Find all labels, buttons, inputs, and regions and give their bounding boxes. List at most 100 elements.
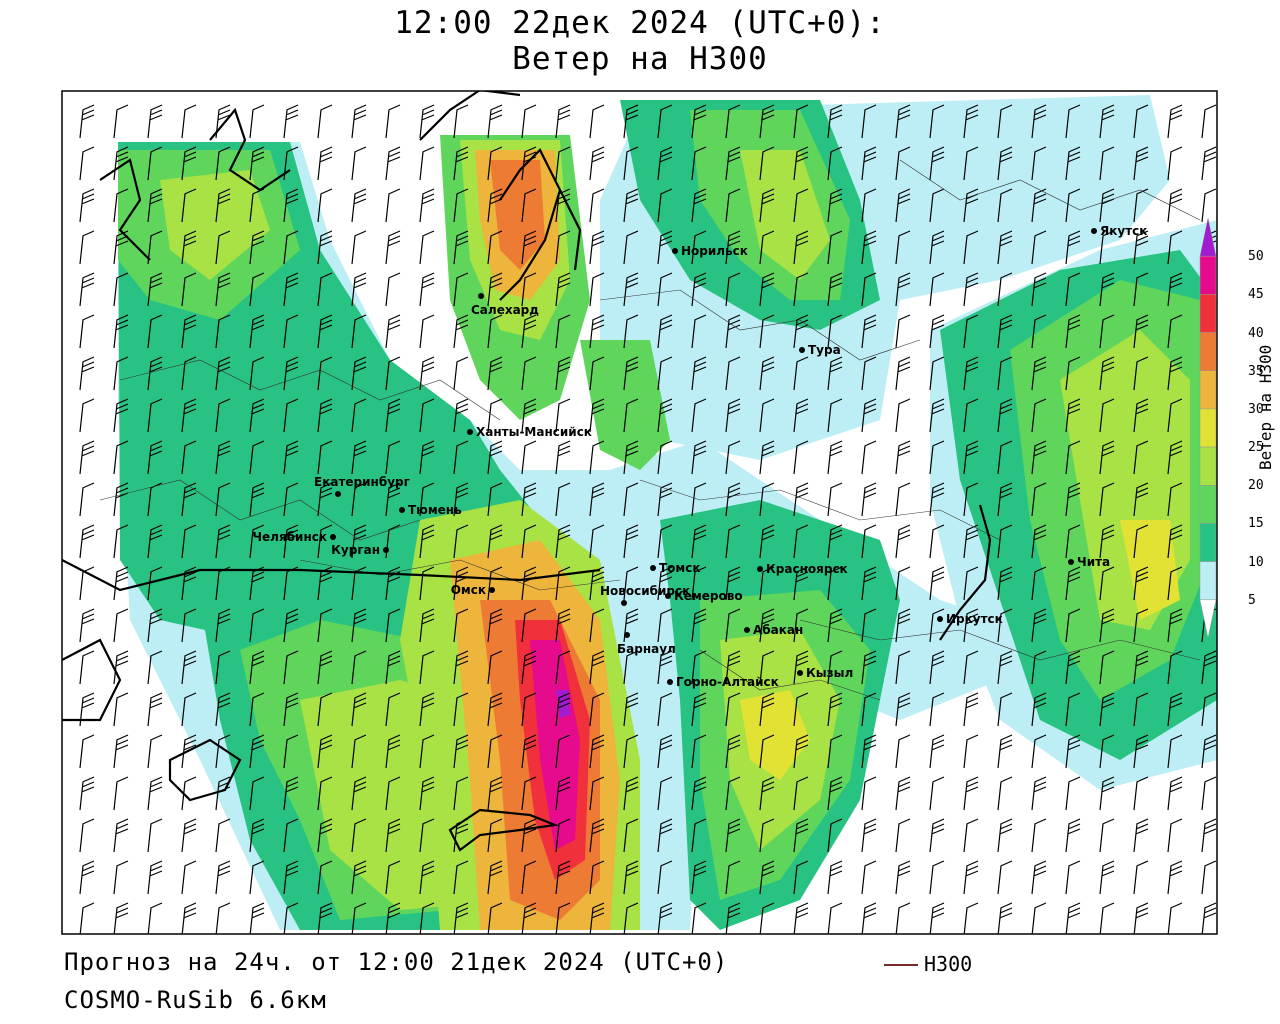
wind-barb: [317, 566, 333, 601]
wind-barb: [657, 608, 673, 643]
wind-barb: [215, 230, 231, 265]
wind-barb: [79, 608, 95, 643]
wind-barb: [1099, 440, 1115, 475]
wind-barb: [929, 356, 945, 391]
wind-barb: [895, 314, 911, 349]
wind-barb: [521, 104, 537, 139]
wind-barb: [1201, 860, 1217, 895]
wind-barb: [929, 230, 945, 265]
wind-barb: [317, 608, 333, 643]
colorbar-segment: [1199, 408, 1217, 448]
wind-barb: [691, 650, 707, 685]
wind-barb: [317, 524, 333, 559]
wind-barb: [589, 314, 605, 349]
wind-barb: [249, 734, 265, 769]
wind-barb: [385, 104, 401, 139]
wind-barb: [1167, 272, 1183, 307]
wind-barb: [1065, 902, 1081, 934]
city-label: Курган: [331, 543, 380, 557]
wind-barb: [895, 398, 911, 433]
city-marker: [799, 347, 805, 353]
wind-barb: [181, 818, 197, 853]
wind-barb: [487, 692, 503, 727]
wind-barb: [589, 776, 605, 811]
wind-barb: [555, 398, 571, 433]
wind-barb: [181, 314, 197, 349]
wind-barb: [521, 356, 537, 391]
wind-barb: [1167, 692, 1183, 727]
wind-barb: [963, 146, 979, 181]
wind-barb: [623, 818, 639, 853]
wind-barb: [419, 524, 435, 559]
wind-barb: [623, 146, 639, 181]
wind-barb: [1065, 566, 1081, 601]
wind-barb: [1133, 566, 1149, 601]
wind-barb: [861, 776, 877, 811]
wind-barb: [589, 692, 605, 727]
wind-barb: [351, 902, 367, 934]
wind-barb: [487, 356, 503, 391]
wind-barb: [725, 692, 741, 727]
wind-barb: [487, 188, 503, 223]
wind-barb: [181, 146, 197, 181]
wind-barb: [997, 482, 1013, 517]
city-label: Тюмень: [408, 503, 462, 517]
wind-barb: [725, 440, 741, 475]
wind-barb: [827, 692, 843, 727]
wind-barb: [1167, 776, 1183, 811]
colorbar-segment: [1199, 599, 1217, 639]
wind-barb: [861, 104, 877, 139]
wind-barb: [725, 356, 741, 391]
wind-barb: [963, 650, 979, 685]
wind-barb: [453, 608, 469, 643]
wind-barb: [691, 524, 707, 559]
wind-barb: [895, 776, 911, 811]
wind-barb: [147, 314, 163, 349]
wind-barb: [657, 272, 673, 307]
wind-barb: [385, 902, 401, 934]
wind-barb: [113, 104, 129, 139]
wind-barb: [79, 314, 95, 349]
colorbar-segment: [1199, 561, 1217, 601]
wind-barb: [895, 902, 911, 934]
wind-barb: [861, 734, 877, 769]
wind-barb: [759, 566, 775, 601]
wind-barb: [895, 818, 911, 853]
wind-barb: [725, 188, 741, 223]
wind-barb: [997, 776, 1013, 811]
wind-barb: [113, 146, 129, 181]
wind-barb: [1099, 608, 1115, 643]
wind-map: Норильск Якутск Салехард Тура Ханты-Мансийск…: [61, 90, 1218, 935]
wind-barb: [793, 272, 809, 307]
wind-barb: [657, 902, 673, 934]
wind-barb: [1065, 188, 1081, 223]
wind-barb: [351, 272, 367, 307]
wind-barb: [147, 776, 163, 811]
wind-barb: [759, 692, 775, 727]
wind-barb: [997, 230, 1013, 265]
wind-barb: [1167, 104, 1183, 139]
model-name: COSMO-RuSib 6.6км: [64, 986, 327, 1014]
wind-barb: [657, 524, 673, 559]
wind-barb: [317, 188, 333, 223]
wind-barb: [657, 734, 673, 769]
wind-barb: [521, 482, 537, 517]
wind-barb: [861, 440, 877, 475]
wind-barb: [147, 692, 163, 727]
wind-barb: [759, 482, 775, 517]
wind-barb: [1201, 734, 1217, 769]
wind-barb: [283, 482, 299, 517]
wind-barb: [589, 440, 605, 475]
wind-barb: [283, 440, 299, 475]
wind-barb: [623, 902, 639, 934]
wind-barb: [487, 314, 503, 349]
wind-barb: [657, 818, 673, 853]
wind-barb: [963, 188, 979, 223]
wind-barb: [487, 482, 503, 517]
wind-barb: [487, 146, 503, 181]
wind-barb: [997, 566, 1013, 601]
wind-barb: [623, 776, 639, 811]
wind-barb: [487, 566, 503, 601]
wind-barb: [793, 524, 809, 559]
wind-barb: [1133, 398, 1149, 433]
